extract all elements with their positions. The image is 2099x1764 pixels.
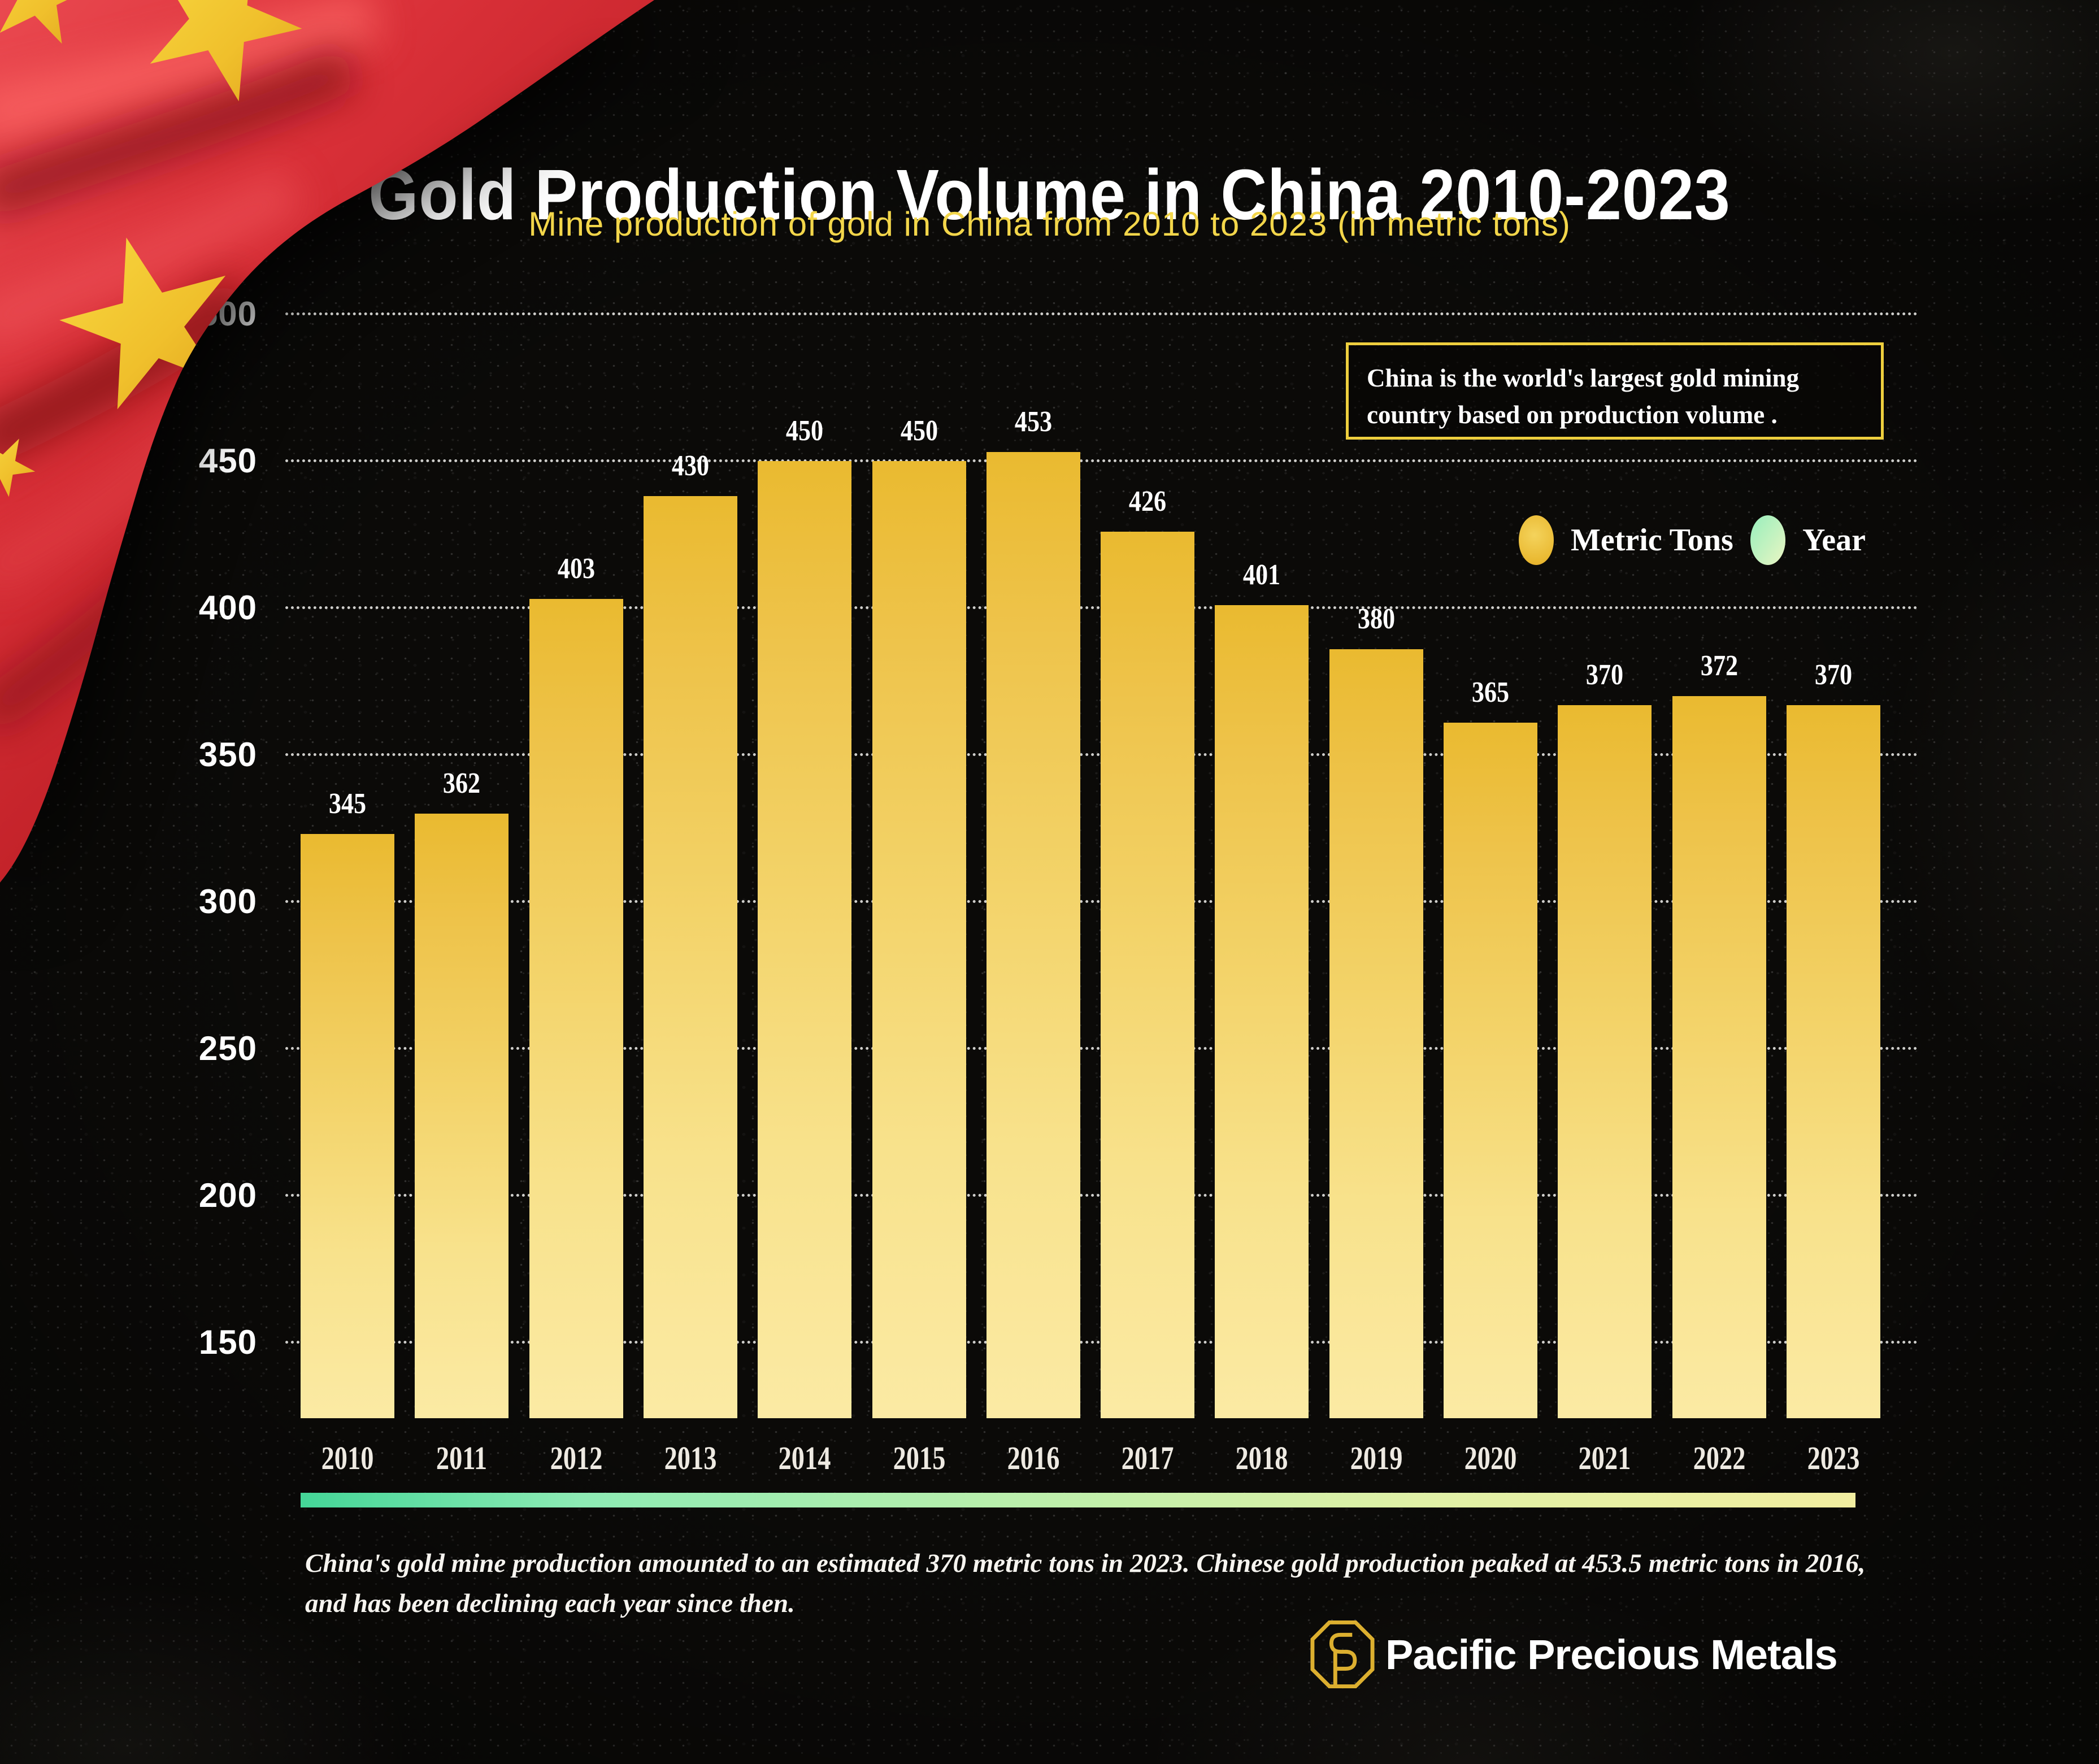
x-axis-label-2014: 2014 — [778, 1440, 831, 1476]
y-axis-label-200: 200 — [198, 1176, 257, 1214]
y-axis-label-250: 250 — [198, 1029, 257, 1067]
callout-box: China is the world's largest gold mining… — [1346, 342, 1884, 440]
brand-name: Pacific Precious Metals — [1385, 1631, 1838, 1678]
page-title: Gold Production Volume in China 2010-202… — [368, 155, 1731, 235]
flag-star-4 — [0, 438, 36, 497]
china-flag-image — [0, 0, 654, 883]
flag-star-3 — [0, 0, 92, 44]
y-axis-label-400: 400 — [198, 589, 257, 627]
legend-year-icon — [1750, 515, 1785, 565]
bar-2013 — [643, 496, 737, 1418]
bar-2016 — [986, 452, 1080, 1418]
bar-2014 — [758, 461, 852, 1418]
year-axis-gradient-strip — [301, 1493, 1855, 1507]
bar-2019 — [1329, 649, 1423, 1418]
x-axis-label-2010: 2010 — [321, 1440, 374, 1476]
x-axis-label-2015: 2015 — [893, 1440, 945, 1476]
y-axis-label-350: 350 — [198, 736, 257, 774]
bar-value-label-2013: 430 — [671, 450, 710, 483]
x-axis-label-2023: 2023 — [1807, 1440, 1860, 1476]
y-axis-label-450: 450 — [198, 442, 257, 480]
y-axis-label-300: 300 — [198, 883, 257, 920]
bar-value-label-2018: 401 — [1243, 558, 1281, 591]
x-axis-label-2020: 2020 — [1464, 1440, 1517, 1476]
bar-2010 — [301, 834, 394, 1418]
bar-value-label-2015: 450 — [900, 415, 938, 447]
x-axis-label-2018: 2018 — [1235, 1440, 1288, 1476]
bar-2023 — [1786, 705, 1880, 1418]
bar-value-label-2022: 372 — [1700, 650, 1738, 682]
bar-2011 — [415, 814, 509, 1418]
legend-metric-tons-label: Metric Tons — [1571, 523, 1733, 558]
brand-octagon-icon — [1310, 1620, 1375, 1688]
bar-2022 — [1672, 696, 1766, 1418]
bar-value-label-2020: 365 — [1471, 676, 1510, 709]
page-subtitle: Mine production of gold in China from 20… — [528, 205, 1571, 243]
bar-2020 — [1444, 722, 1537, 1418]
gridline-450 — [285, 459, 1918, 462]
chart-legend: Metric Tons Year — [1519, 515, 1914, 570]
legend-year-label: Year — [1802, 523, 1866, 558]
bar-value-label-2010: 345 — [328, 788, 367, 820]
bar-value-label-2017: 426 — [1128, 485, 1167, 518]
x-axis-label-2019: 2019 — [1350, 1440, 1403, 1476]
bar-value-label-2019: 380 — [1357, 602, 1395, 635]
x-axis-label-2012: 2012 — [550, 1440, 602, 1476]
x-axis-label-2017: 2017 — [1121, 1440, 1174, 1476]
bar-value-label-2023: 370 — [1814, 658, 1853, 691]
x-axis-label-2021: 2021 — [1578, 1440, 1631, 1476]
bar-2012 — [529, 599, 623, 1418]
x-axis-label-2013: 2013 — [664, 1440, 717, 1476]
bar-value-label-2012: 403 — [557, 553, 595, 585]
legend-metric-tons-icon — [1519, 515, 1554, 565]
x-axis-label-2011: 2011 — [436, 1440, 488, 1476]
y-axis-label-150: 150 — [198, 1323, 257, 1361]
x-axis-label-2022: 2022 — [1693, 1440, 1745, 1476]
bar-2017 — [1101, 531, 1195, 1418]
bar-value-label-2014: 450 — [786, 415, 824, 447]
bar-value-label-2011: 362 — [443, 767, 481, 800]
flag-star-2 — [150, 0, 302, 102]
gridline-500 — [285, 312, 1918, 315]
bar-2018 — [1215, 605, 1309, 1418]
footer-caption: China's gold mine production amounted to… — [305, 1549, 1866, 1618]
bar-2021 — [1558, 705, 1652, 1418]
bar-value-label-2021: 370 — [1586, 658, 1624, 691]
bar-value-label-2016: 453 — [1014, 406, 1052, 438]
bar-2015 — [872, 461, 966, 1418]
x-axis-label-2016: 2016 — [1007, 1440, 1060, 1476]
